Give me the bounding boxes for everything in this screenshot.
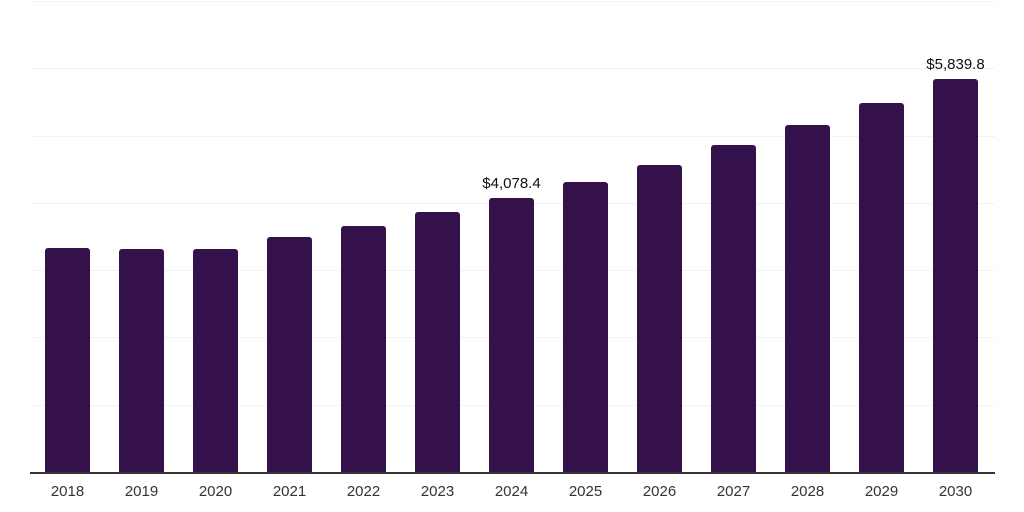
bar-2025[interactable]: [563, 182, 608, 472]
bar-2023[interactable]: [415, 211, 460, 472]
x-tick-2026: 2026: [642, 483, 677, 500]
bar-2024[interactable]: [489, 197, 534, 472]
plot-area: $4,078.4 $5,839.8: [30, 1, 995, 474]
bar-2019[interactable]: [119, 248, 164, 472]
x-tick-2023: 2023: [420, 483, 455, 500]
x-tick-2021: 2021: [272, 483, 307, 500]
bar-value-label-2030: $5,839.8: [926, 56, 985, 74]
gridline-7000: [30, 1, 995, 2]
bar-value-label-2024: $4,078.4: [482, 174, 541, 192]
bar-2030[interactable]: [933, 79, 978, 472]
x-tick-2027: 2027: [716, 483, 751, 500]
bar-2027[interactable]: [711, 145, 756, 472]
x-tick-2022: 2022: [346, 483, 381, 500]
x-tick-2029: 2029: [864, 483, 899, 500]
bar-2026[interactable]: [637, 164, 682, 472]
x-tick-2025: 2025: [568, 483, 603, 500]
gridline-6000: [30, 68, 995, 70]
x-tick-2020: 2020: [198, 483, 233, 500]
gridline-5000: [30, 135, 995, 137]
bar-2018[interactable]: [45, 248, 90, 472]
x-tick-2030: 2030: [938, 483, 973, 500]
bar-2022[interactable]: [341, 226, 386, 472]
bar-2029[interactable]: [859, 103, 904, 472]
x-tick-2024: 2024: [494, 483, 529, 500]
x-tick-2019: 2019: [124, 483, 159, 500]
bar-2021[interactable]: [267, 236, 312, 472]
bar-2028[interactable]: [785, 125, 830, 472]
x-tick-2018: 2018: [50, 483, 85, 500]
x-tick-2028: 2028: [790, 483, 825, 500]
bar-2020[interactable]: [193, 248, 238, 472]
